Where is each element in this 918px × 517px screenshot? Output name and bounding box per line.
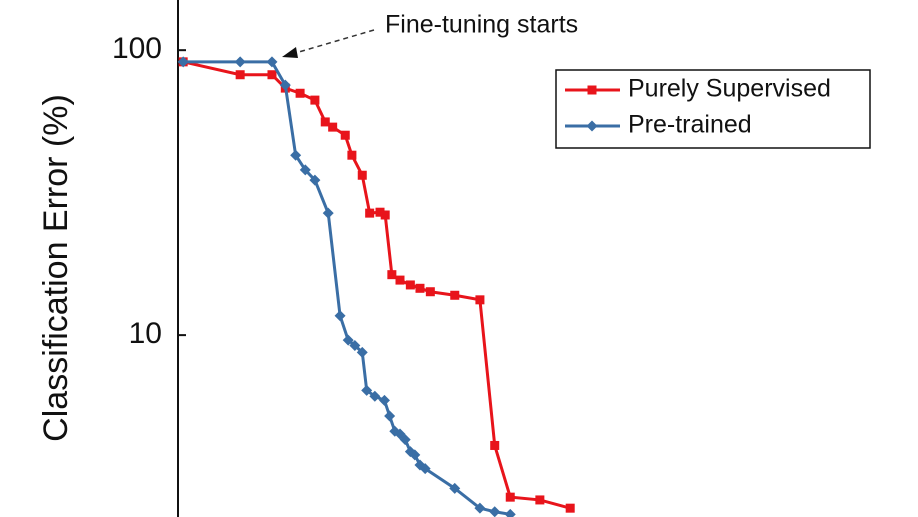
marker — [399, 434, 411, 446]
y-axis-label: Classification Error (%) — [37, 94, 75, 442]
marker — [490, 440, 500, 450]
marker — [356, 346, 368, 358]
marker — [409, 449, 421, 461]
marker — [357, 170, 367, 180]
marker — [340, 130, 350, 140]
marker — [299, 164, 311, 176]
marker — [369, 390, 381, 402]
legend-marker — [586, 120, 598, 132]
y-tick-label: 100 — [112, 32, 162, 65]
annotation: Fine-tuning starts — [385, 11, 578, 39]
marker — [387, 270, 397, 280]
marker — [378, 394, 390, 406]
marker — [504, 508, 516, 517]
marker — [177, 56, 189, 68]
marker — [395, 275, 405, 285]
marker — [474, 502, 486, 514]
legend-label: Purely Supervised — [628, 75, 831, 103]
marker — [349, 339, 361, 351]
marker — [384, 410, 396, 422]
marker — [290, 149, 302, 161]
marker — [475, 295, 485, 305]
marker — [375, 207, 385, 217]
marker — [309, 174, 321, 186]
series-line — [183, 60, 511, 516]
marker — [279, 79, 291, 91]
marker — [267, 70, 277, 80]
marker — [449, 482, 461, 494]
marker — [320, 117, 330, 127]
marker — [565, 503, 575, 513]
marker — [266, 56, 278, 68]
marker — [328, 122, 338, 132]
marker — [342, 334, 354, 346]
legend — [555, 69, 871, 149]
marker — [361, 384, 373, 396]
legend-label: Pre-trained — [628, 111, 752, 139]
marker — [505, 492, 515, 502]
marker — [535, 495, 545, 505]
marker — [322, 207, 334, 219]
arrow-head — [282, 47, 298, 58]
marker — [405, 280, 415, 290]
annotation-arrow — [291, 29, 375, 55]
marker — [489, 506, 501, 517]
marker — [450, 290, 460, 300]
marker — [235, 70, 245, 80]
marker — [295, 88, 305, 98]
legend-marker — [587, 85, 597, 95]
marker — [415, 283, 425, 293]
marker — [234, 56, 246, 68]
series-line — [182, 60, 571, 510]
marker — [347, 150, 357, 160]
marker — [365, 208, 375, 218]
marker — [419, 463, 431, 475]
marker — [310, 95, 320, 105]
marker — [425, 287, 435, 297]
marker — [380, 210, 390, 220]
marker — [334, 310, 346, 322]
y-tick-label: 10 — [129, 317, 162, 350]
